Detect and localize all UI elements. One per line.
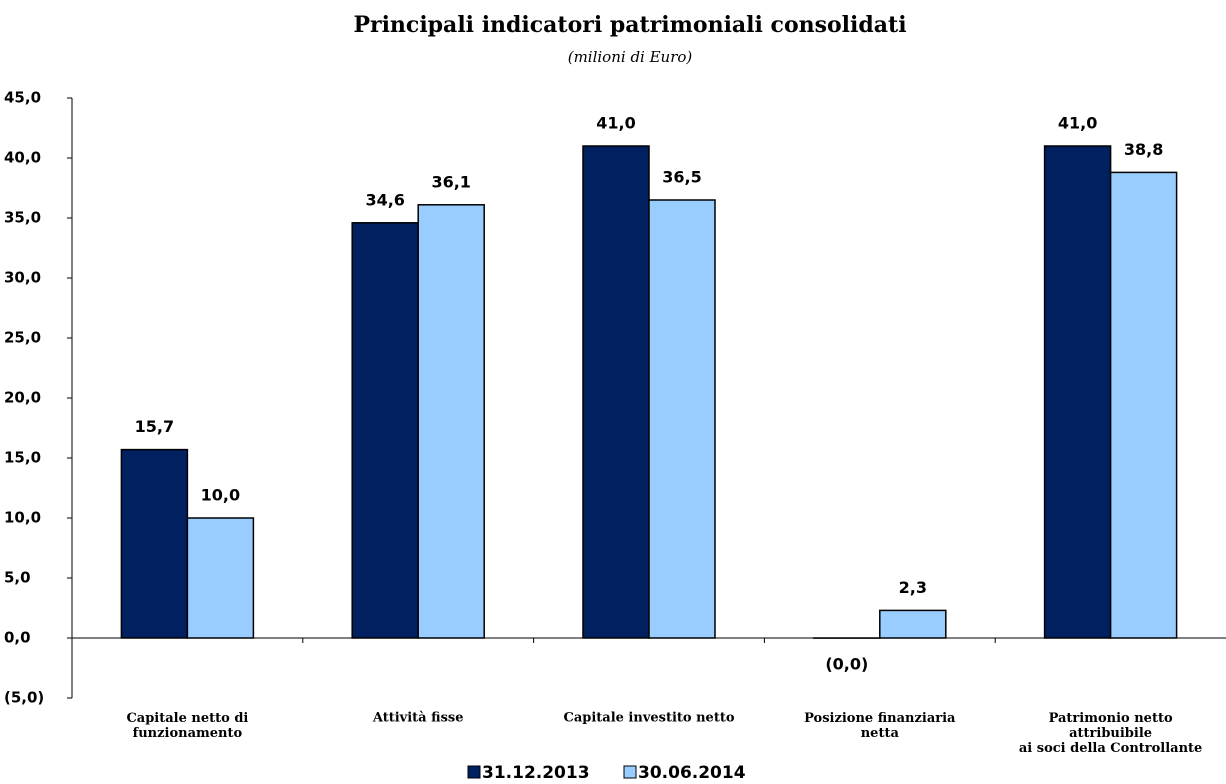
value-label: 34,6 xyxy=(365,190,404,209)
y-tick-label: 30,0 xyxy=(4,269,41,287)
value-label: 36,1 xyxy=(431,172,470,191)
bar xyxy=(186,517,255,639)
y-tick-label: 20,0 xyxy=(4,389,41,407)
value-label: 41,0 xyxy=(1058,114,1097,133)
bar xyxy=(1043,145,1112,639)
value-label: 38,8 xyxy=(1124,140,1163,159)
value-label: 41,0 xyxy=(596,114,635,133)
y-tick-label: 10,0 xyxy=(4,509,41,527)
chart-subtitle: (milioni di Euro) xyxy=(568,48,693,66)
legend-label: 30.06.2014 xyxy=(638,763,746,783)
y-tick-label: 25,0 xyxy=(4,329,41,347)
y-tick-label: (5,0) xyxy=(4,689,44,707)
x-tick-label: Patrimonio netto attribuibile ai soci dell… xyxy=(1019,711,1202,756)
x-tick-label: Capitale netto di funzionamento xyxy=(126,711,248,741)
bar xyxy=(879,609,947,639)
y-tick-label: 40,0 xyxy=(4,149,41,167)
y-tick-label: 5,0 xyxy=(4,569,31,587)
x-tick-label: Capitale investito netto xyxy=(563,711,734,726)
bar xyxy=(582,145,650,639)
bar xyxy=(351,222,419,639)
chart-title: Principali indicatori patrimoniali conso… xyxy=(353,12,906,38)
value-label: 36,5 xyxy=(662,168,701,187)
y-tick-label: 35,0 xyxy=(4,209,41,227)
bar xyxy=(417,204,485,639)
x-tick-label: Posizione finanziaria netta xyxy=(804,711,956,741)
value-label: 15,7 xyxy=(135,417,174,436)
bar xyxy=(648,199,716,639)
legend-swatch xyxy=(467,765,481,779)
legend-swatch xyxy=(623,765,637,779)
value-label: (0,0) xyxy=(825,655,868,674)
y-tick-label: 0,0 xyxy=(4,629,31,647)
y-tick-label: 45,0 xyxy=(4,89,41,107)
value-label: 2,3 xyxy=(899,578,927,597)
y-tick-label: 15,0 xyxy=(4,449,41,467)
x-tick-label: Attività fisse xyxy=(372,711,464,726)
value-label: 10,0 xyxy=(201,486,240,505)
bar xyxy=(1109,171,1178,639)
bar xyxy=(120,448,189,639)
legend-label: 31.12.2013 xyxy=(482,763,590,783)
